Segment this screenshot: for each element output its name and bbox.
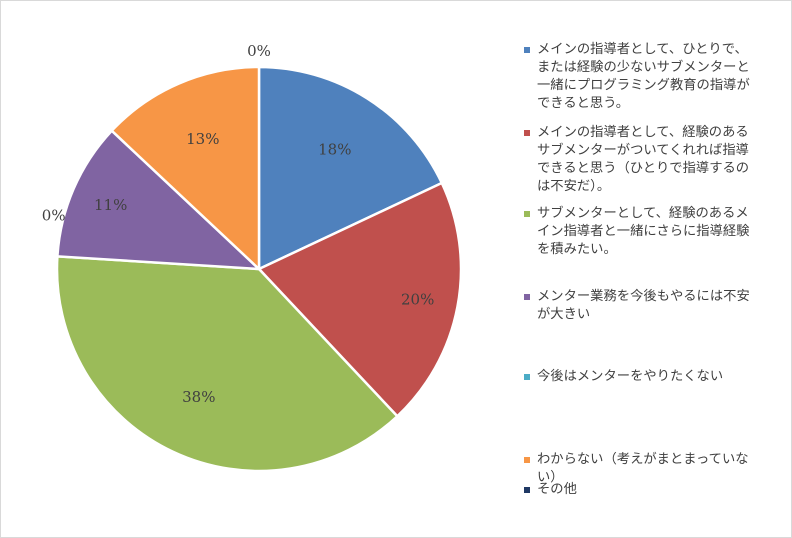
legend-label-6: その他 bbox=[537, 482, 577, 497]
legend-item-0: メインの指導者として、ひとりで、 または経験の少ないサブメンターと 一緒にプログ… bbox=[524, 41, 780, 113]
data-label-3: 11% bbox=[94, 196, 127, 214]
legend-item-1: メインの指導者として、経験のある サブメンターがついてくれれば指導 できると思う… bbox=[524, 124, 780, 196]
legend-swatch-1 bbox=[524, 130, 530, 136]
legend-label-3: メンター業務を今後もやるには不安 が大きい bbox=[537, 289, 750, 322]
legend-swatch-0 bbox=[524, 47, 530, 53]
pie-slice-3 bbox=[56, 128, 263, 271]
pie-slice-0 bbox=[257, 65, 444, 271]
legend-label-2: サブメンターとして、経験のあるメ イン指導者と一緒にさらに指導経験 を積みたい。 bbox=[537, 206, 750, 257]
legend-item-2: サブメンターとして、経験のあるメ イン指導者と一緒にさらに指導経験 を積みたい。 bbox=[524, 205, 780, 259]
pie-chart: 18% 20% 38% 11% 0% 13% 0% bbox=[42, 42, 463, 473]
legend-swatch-4 bbox=[524, 374, 530, 380]
legend-label-1: メインの指導者として、経験のある サブメンターがついてくれれば指導 できると思う… bbox=[537, 125, 750, 194]
data-label-2: 38% bbox=[182, 388, 215, 406]
legend-swatch-2 bbox=[524, 211, 530, 217]
legend-swatch-6 bbox=[524, 487, 530, 493]
data-label-6: 0% bbox=[247, 42, 271, 60]
data-label-4: 0% bbox=[42, 207, 66, 225]
legend-item-3: メンター業務を今後もやるには不安 が大きい bbox=[524, 288, 780, 324]
data-label-1: 20% bbox=[401, 290, 434, 308]
legend-item-6: その他 bbox=[524, 481, 780, 499]
legend-swatch-3 bbox=[524, 294, 530, 300]
legend-swatch-5 bbox=[524, 457, 530, 463]
pie-slice-2 bbox=[55, 254, 400, 473]
legend-label-0: メインの指導者として、ひとりで、 または経験の少ないサブメンターと 一緒にプログ… bbox=[537, 42, 750, 111]
pie-slice-5 bbox=[109, 65, 261, 272]
data-label-5: 13% bbox=[186, 130, 219, 148]
data-label-0: 18% bbox=[318, 141, 351, 159]
legend-item-5: わからない（考えがまとまっていな い） bbox=[524, 451, 780, 487]
legend-label-4: 今後はメンターをやりたくない bbox=[537, 369, 724, 384]
legend-label-5: わからない（考えがまとまっていな い） bbox=[537, 452, 749, 485]
pie-slice-1 bbox=[256, 181, 463, 419]
legend-item-4: 今後はメンターをやりたくない bbox=[524, 368, 780, 386]
